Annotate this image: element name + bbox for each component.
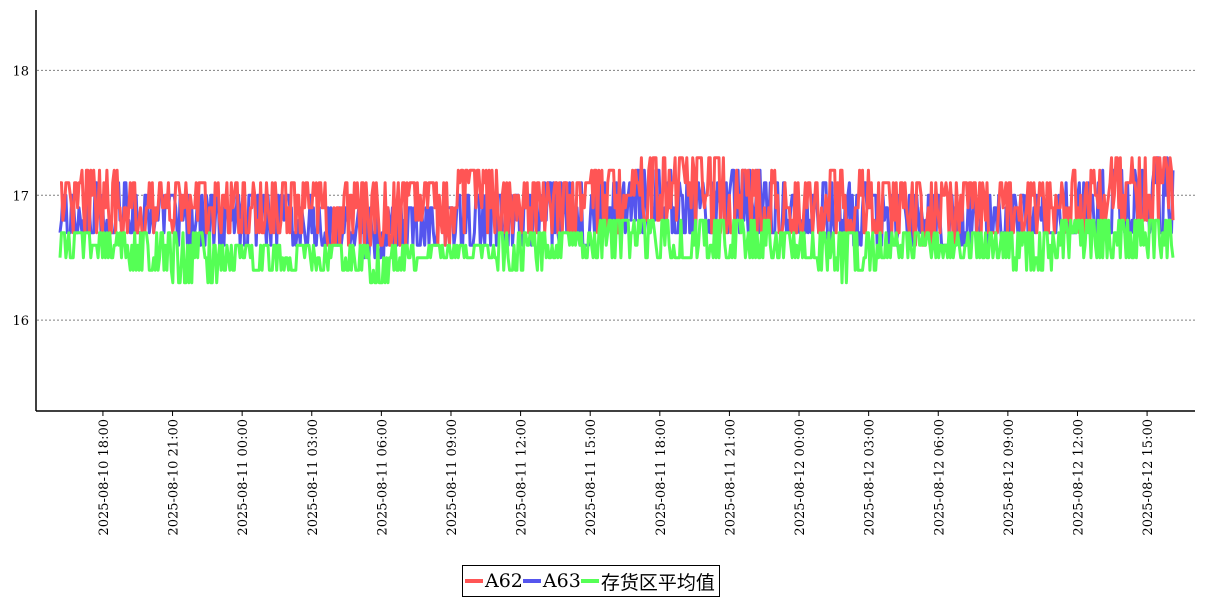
- legend-label: A63: [542, 570, 581, 592]
- y-tick-label: 17: [12, 189, 29, 204]
- x-tick-label: 2025-08-10 21:00: [167, 419, 182, 536]
- legend-item: 存货区平均值: [580, 568, 715, 595]
- legend-label: A62: [485, 570, 523, 592]
- x-tick-label: 2025-08-12 03:00: [863, 419, 878, 536]
- legend-swatch: [465, 579, 483, 583]
- x-tick-label: 2025-08-10 18:00: [97, 419, 112, 536]
- x-tick-label: 2025-08-11 06:00: [375, 419, 390, 536]
- legend-item: A63: [522, 570, 581, 592]
- x-tick-label: 2025-08-12 00:00: [793, 419, 808, 536]
- y-tick-label: 16: [12, 314, 29, 329]
- x-tick-label: 2025-08-11 09:00: [445, 419, 460, 536]
- legend-label: 存货区平均值: [600, 571, 715, 594]
- legend-item: A62: [465, 570, 523, 592]
- series-line-average: [58, 218, 1175, 285]
- x-tick-label: 2025-08-11 03:00: [306, 419, 321, 536]
- axes: 16 17 18 2025-08-10 18:00 2025-08-10 21:00 20…: [12, 10, 1195, 536]
- x-tick-label: 2025-08-12 06:00: [932, 419, 947, 536]
- x-tick-label: 2025-08-11 12:00: [515, 419, 530, 536]
- x-tick-label: 2025-08-12 09:00: [1002, 419, 1017, 536]
- series-layer: [58, 156, 1175, 285]
- x-tick-label: 2025-08-11 21:00: [723, 419, 738, 536]
- legend-swatch: [522, 579, 541, 583]
- legend: A62 A63 存货区平均值: [462, 565, 720, 597]
- x-tick-label: 2025-08-11 00:00: [236, 419, 251, 536]
- x-tick-label: 2025-08-12 15:00: [1141, 419, 1156, 536]
- x-tick-label: 2025-08-12 12:00: [1071, 419, 1086, 536]
- legend-swatch: [580, 579, 599, 583]
- series-line-a62: [60, 156, 1175, 247]
- x-tick-label: 2025-08-11 18:00: [654, 419, 669, 536]
- y-tick-label: 18: [12, 64, 29, 79]
- x-tick-label: 2025-08-11 15:00: [584, 419, 599, 536]
